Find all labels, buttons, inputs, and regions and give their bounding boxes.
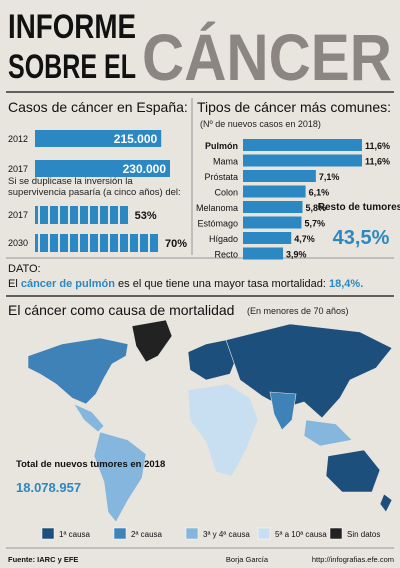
map-title: El cáncer como causa de mortalidad	[8, 302, 234, 318]
legend-label: 2ª causa	[131, 530, 163, 539]
region	[225, 323, 393, 419]
legend-label: 3ª y 4ª causa	[203, 530, 250, 539]
region	[187, 339, 239, 381]
note-part: cáncer de pulmón	[21, 278, 115, 290]
legend-swatch	[113, 527, 127, 540]
bar	[35, 130, 162, 147]
category-label: Pulmón	[205, 141, 238, 151]
legend-label: Sin datos	[347, 530, 380, 539]
section-title: Casos de cáncer en España:	[8, 99, 188, 115]
category-label: Mama	[213, 157, 238, 167]
category-label: Hígado	[209, 234, 238, 244]
bar	[35, 160, 170, 177]
header-big: CÁNCER	[142, 20, 392, 94]
footer-url: http://infografias.efe.com	[312, 555, 394, 564]
note-part: es el que tiene una mayor tasa mortalida…	[118, 278, 326, 290]
value-label: 230.000	[123, 162, 167, 176]
bar	[243, 154, 362, 167]
annotation-label: Resto de tumores	[318, 202, 400, 213]
bar	[243, 139, 362, 151]
total-label: Total de nuevos tumores en 2018	[16, 459, 165, 470]
category-label: Colon	[214, 188, 238, 198]
value-label: 6,1%	[309, 188, 330, 198]
legend-swatch	[185, 527, 199, 540]
category-label: 2030	[8, 238, 28, 248]
region	[303, 419, 353, 447]
legend-label: 5ª a 10ª causa	[275, 530, 327, 539]
note-title: DATO:	[8, 263, 41, 275]
value-label: 5,8%	[306, 203, 327, 213]
header-line2: SOBRE EL	[8, 48, 136, 86]
section-title: Tipos de cáncer más comunes:	[197, 99, 391, 115]
world-map	[27, 319, 393, 523]
value-label: 70%	[165, 238, 187, 250]
category-label: Próstata	[204, 172, 238, 182]
category-label: Melanoma	[196, 203, 238, 213]
paragraph: Si se duplicase la inversión la superviv…	[8, 176, 181, 198]
region	[325, 449, 381, 493]
category-label: 2017	[8, 164, 28, 174]
region	[27, 337, 129, 405]
note: El cáncer de pulmón es el que tiene una …	[8, 278, 363, 290]
region	[93, 431, 147, 523]
value-label: 4,7%	[294, 234, 315, 244]
footer-source: Fuente: IARC y EFE	[8, 555, 78, 564]
category-label: 2012	[8, 134, 28, 144]
category-label: Estómago	[197, 219, 238, 229]
legend-swatch	[329, 527, 343, 540]
bar	[243, 216, 302, 229]
legend-swatch	[41, 527, 55, 540]
footer-author: Borja García	[226, 555, 269, 564]
bar	[243, 247, 284, 260]
region	[131, 319, 173, 363]
header-line1: INFORME	[8, 8, 136, 46]
bar	[243, 185, 306, 198]
category-label: Recto	[214, 250, 238, 260]
bar	[243, 170, 316, 182]
region	[379, 493, 393, 513]
region	[73, 403, 105, 433]
region	[187, 383, 259, 477]
value-label: 5,7%	[304, 219, 325, 229]
section-subtitle: (Nº de nuevos casos en 2018)	[200, 119, 321, 129]
legend-label: 1ª causa	[59, 530, 91, 539]
annotation-value: 43,5%	[333, 227, 390, 249]
value-label: 7,1%	[319, 172, 340, 182]
region	[269, 391, 297, 431]
note-part: El	[8, 278, 18, 290]
note-part: 18,4%.	[329, 278, 363, 290]
total-value: 18.078.957	[16, 480, 81, 495]
value-label: 215.000	[114, 132, 158, 146]
bar	[35, 234, 160, 252]
map-subtitle: (En menores de 70 años)	[247, 306, 349, 316]
value-label: 11,6%	[365, 157, 390, 167]
value-label: 53%	[135, 210, 157, 222]
value-label: 11,6%	[365, 141, 390, 151]
bar	[35, 206, 130, 224]
bar	[243, 201, 303, 213]
value-label: 3,9%	[286, 250, 307, 260]
category-label: 2017	[8, 210, 28, 220]
legend-swatch	[257, 527, 271, 540]
bar	[243, 232, 292, 244]
